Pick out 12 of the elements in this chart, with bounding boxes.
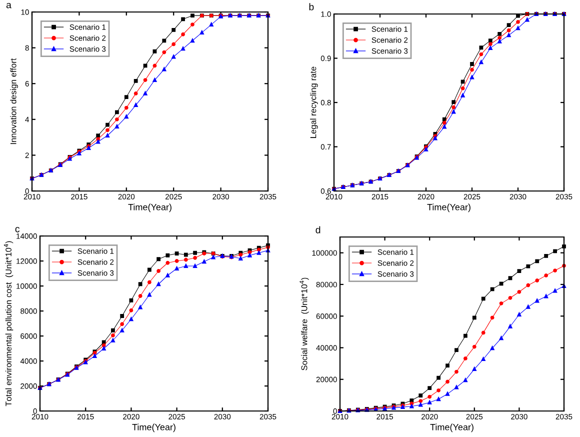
x-axis-title: Time(Year) [128, 204, 172, 212]
x-axis-title: Time(Year) [430, 424, 474, 432]
chart-title: b [309, 3, 314, 10]
y-axis-title: Innovation design effort [10, 58, 18, 144]
y-axis-title: Legal recycling rate [310, 66, 318, 138]
x-axis-title: Time(Year) [132, 424, 176, 432]
chart-title: c [15, 227, 20, 232]
y-axis-title: Total environmental pollution cost (Unit*10$^{4}$) [4, 241, 14, 406]
chart-title: a [6, 2, 12, 8]
chart-title: d [316, 226, 320, 234]
x-axis-title: Time(Year) [427, 204, 470, 212]
y-axis-title: Social welfare (Unit*10$^{4}$) [300, 278, 309, 370]
